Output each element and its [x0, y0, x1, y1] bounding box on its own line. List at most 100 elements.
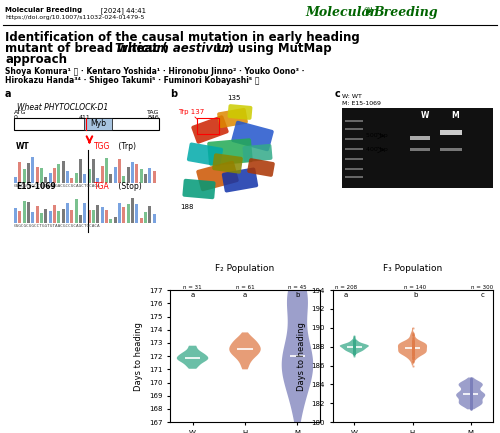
- FancyBboxPatch shape: [182, 179, 216, 199]
- Point: [466, 394, 474, 401]
- Text: b: b: [170, 89, 177, 99]
- Bar: [22, 169, 26, 183]
- Point: [466, 388, 474, 395]
- Point: [350, 344, 358, 351]
- Point: [466, 402, 474, 409]
- Point: [466, 393, 474, 400]
- Bar: [440, 148, 462, 151]
- Point: [466, 392, 474, 399]
- Point: [466, 393, 474, 400]
- Point: [350, 343, 358, 349]
- Point: [466, 406, 474, 413]
- Point: [466, 390, 474, 397]
- Point: [466, 400, 474, 407]
- Point: [350, 336, 358, 343]
- Point: [466, 397, 474, 404]
- Point: [466, 390, 474, 397]
- Point: [408, 346, 416, 353]
- Point: [466, 376, 474, 383]
- Point: [350, 343, 358, 350]
- Bar: [14, 209, 17, 223]
- Point: [466, 382, 474, 389]
- Point: [350, 345, 358, 352]
- Point: [350, 340, 358, 347]
- Text: https://doi.org/10.1007/s11032-024-01479-5: https://doi.org/10.1007/s11032-024-01479…: [5, 15, 144, 20]
- Point: [408, 339, 416, 346]
- Point: [408, 331, 416, 338]
- Point: [408, 337, 416, 344]
- Point: [350, 345, 358, 352]
- Point: [408, 349, 416, 356]
- Point: [466, 388, 474, 395]
- Point: [350, 342, 358, 349]
- Point: [350, 340, 358, 347]
- Point: [350, 341, 358, 348]
- Point: [466, 400, 474, 407]
- Point: [408, 330, 416, 337]
- Point: [350, 345, 358, 352]
- Point: [350, 347, 358, 354]
- Point: [408, 331, 416, 338]
- Point: [466, 400, 474, 407]
- FancyBboxPatch shape: [192, 115, 228, 144]
- Point: [466, 389, 474, 396]
- Point: [350, 343, 358, 350]
- Bar: [105, 210, 108, 223]
- Point: [350, 346, 358, 353]
- Point: [466, 378, 474, 385]
- Point: [350, 349, 358, 356]
- Point: [466, 401, 474, 407]
- Bar: [96, 178, 100, 183]
- Point: [408, 341, 416, 348]
- Bar: [40, 213, 43, 223]
- Text: a: a: [5, 89, 12, 99]
- Point: [350, 340, 358, 347]
- Point: [408, 347, 416, 354]
- FancyBboxPatch shape: [207, 138, 253, 166]
- Point: [408, 341, 416, 348]
- Point: [350, 339, 358, 346]
- Point: [466, 400, 474, 407]
- Bar: [118, 159, 121, 183]
- Point: [408, 350, 416, 357]
- Text: W: W: [421, 111, 429, 120]
- Point: [350, 344, 358, 351]
- Bar: [53, 168, 56, 183]
- Point: [408, 345, 416, 352]
- Point: [466, 391, 474, 398]
- Point: [350, 342, 358, 349]
- Point: [350, 345, 358, 352]
- Point: [466, 394, 474, 401]
- Point: [350, 345, 358, 352]
- Point: [350, 344, 358, 351]
- Point: [466, 384, 474, 391]
- Point: [350, 342, 358, 349]
- Point: [466, 393, 474, 400]
- Point: [466, 392, 474, 399]
- Point: [466, 380, 474, 387]
- Point: [408, 355, 416, 362]
- Bar: [36, 207, 38, 223]
- Point: [408, 348, 416, 355]
- Point: [350, 337, 358, 344]
- Point: [350, 339, 358, 346]
- Point: [350, 349, 358, 355]
- Point: [466, 389, 474, 396]
- Point: [350, 344, 358, 351]
- Point: [466, 400, 474, 407]
- Point: [466, 403, 474, 410]
- Point: [408, 347, 416, 354]
- Point: [466, 398, 474, 405]
- Text: W: WT: W: WT: [342, 94, 362, 99]
- Point: [408, 352, 416, 359]
- Point: [350, 346, 358, 353]
- Bar: [84, 118, 112, 130]
- Point: [350, 344, 358, 351]
- Point: [408, 352, 416, 359]
- Point: [466, 381, 474, 388]
- Point: [408, 337, 416, 344]
- Point: [350, 350, 358, 357]
- Point: [408, 352, 416, 359]
- Point: [408, 347, 416, 354]
- Point: [408, 336, 416, 343]
